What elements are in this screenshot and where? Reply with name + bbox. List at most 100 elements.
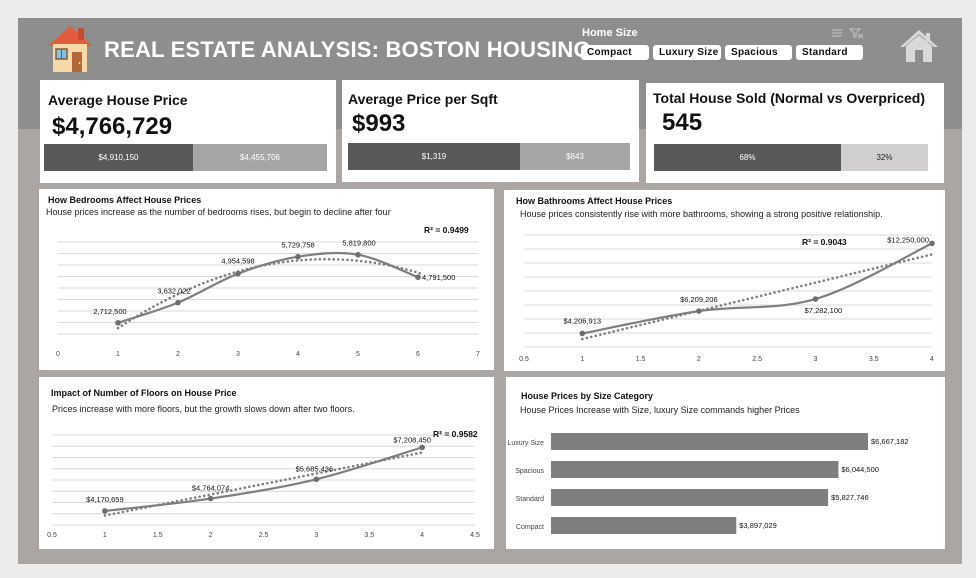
kpi-value: $4,766,729 xyxy=(52,113,173,140)
data-label: $4,206,913 xyxy=(564,316,602,325)
data-label: $6,044,500 xyxy=(841,465,879,474)
chart-bedrooms-svg: 0 1 2 3 4 5 6 7 2,712,500 3,632,022 4,954,598 5,729… xyxy=(56,225,480,358)
bar xyxy=(551,517,737,534)
data-label: 2,712,500 xyxy=(93,307,126,316)
x-tick-label: 0 xyxy=(56,351,60,358)
category-label: Compact xyxy=(516,524,544,531)
bar xyxy=(551,461,839,478)
data-label: $4,170,659 xyxy=(86,495,124,504)
x-tick-label: 1 xyxy=(103,532,107,539)
chart-title: How Bedrooms Affect House Prices xyxy=(48,195,202,205)
slicer-option-luxury-size[interactable]: Luxury Size xyxy=(653,45,721,60)
chart-subtitle: Prices increase with more floors, but th… xyxy=(52,404,355,414)
chart-title: House Prices by Size Category xyxy=(521,391,654,401)
kpi-title: Average House Price xyxy=(48,92,188,108)
chart-subtitle: House Prices Increase with Size, luxury … xyxy=(520,405,800,415)
x-tick-label: 4 xyxy=(420,532,424,539)
kpi-split-bar: 68% 32% xyxy=(654,144,928,171)
x-tick-label: 1.5 xyxy=(636,356,646,363)
category-label: Standard xyxy=(516,496,545,503)
kpi-value: 545 xyxy=(662,109,703,136)
page-title: REAL ESTATE ANALYSIS: BOSTON HOUSING xyxy=(104,37,591,62)
x-tick-label: 5 xyxy=(356,351,360,358)
data-label: 3,632,022 xyxy=(157,287,190,296)
slicer-option-compact[interactable]: Compact xyxy=(581,45,649,60)
data-point xyxy=(812,296,819,302)
series-line xyxy=(582,242,933,335)
x-tick-label: 1 xyxy=(580,356,584,363)
data-label: $12,250,000 xyxy=(887,235,929,244)
x-tick-label: 3.5 xyxy=(364,532,374,539)
kpi-value: $993 xyxy=(352,110,406,137)
chart-title: How Bathrooms Affect House Prices xyxy=(516,196,673,206)
kpi-bar-segment-overpriced: $843 xyxy=(520,143,630,170)
trendline xyxy=(580,253,934,341)
kpi-split-bar: $1,319 $843 xyxy=(348,143,630,170)
x-tick-label: 1 xyxy=(116,351,120,358)
chart-panel-bedrooms: How Bedrooms Affect House Prices House p… xyxy=(39,189,494,370)
r-squared-label: R² = 0.9582 xyxy=(433,429,478,439)
data-point xyxy=(102,508,108,514)
bar xyxy=(551,489,829,506)
x-tick-label: 2 xyxy=(209,532,213,539)
kpi-title: Total House Sold (Normal vs Overpriced) xyxy=(653,90,926,106)
data-label: $4,764,074 xyxy=(192,484,230,493)
series-line xyxy=(117,251,419,324)
chart-panel-size-category: House Prices by Size Category House Pric… xyxy=(506,377,945,549)
data-point xyxy=(207,495,214,502)
x-tick-label: 4 xyxy=(296,351,300,358)
kpi-card-average-house-price: Average House Price $4,766,729 $4,910,15… xyxy=(40,80,336,183)
data-label: 4,791,500 xyxy=(422,273,455,282)
data-label: $7,282,100 xyxy=(805,306,843,315)
kpi-bar-segment-overpriced: $4,455,706 xyxy=(193,144,327,171)
x-tick-label: 2.5 xyxy=(752,356,762,363)
chart-subtitle: House prices increase as the number of b… xyxy=(46,207,391,217)
data-point xyxy=(235,270,241,277)
slicer-option-spacious[interactable]: Spacious xyxy=(725,45,792,60)
x-tick-label: 0.5 xyxy=(47,532,57,539)
data-point xyxy=(415,274,421,281)
x-tick-label: 3 xyxy=(813,356,817,363)
category-label: Spacious xyxy=(515,468,544,475)
x-tick-label: 4.5 xyxy=(470,532,480,539)
data-point xyxy=(579,330,586,337)
data-point xyxy=(115,319,121,326)
data-label: $7,208,450 xyxy=(393,435,431,444)
kpi-bar-segment-normal: $1,319 xyxy=(348,143,520,170)
chart-floors-svg: 0.5 1 1.5 2 2.5 3 3.5 4 4.5 $4,170,659 $4,764,074 $… xyxy=(47,429,480,539)
data-point xyxy=(295,253,301,260)
house-logo-icon xyxy=(48,26,92,72)
chart-panel-floors: Impact of Number of Floors on House Pric… xyxy=(39,377,494,549)
kpi-title: Average Price per Sqft xyxy=(348,91,498,107)
chart-size-category-svg: Luxury Size $6,667,182 Spacious $6,044,500 S… xyxy=(507,433,909,534)
x-tick-label: 3 xyxy=(314,532,318,539)
chart-panel-bathrooms: How Bathrooms Affect House Prices House … xyxy=(504,190,945,371)
kpi-card-average-price-per-sqft: Average Price per Sqft $993 $1,319 $843 xyxy=(342,80,639,182)
data-point xyxy=(419,444,425,451)
r-squared-label: R² = 0.9499 xyxy=(424,225,469,235)
x-tick-label: 2 xyxy=(697,356,701,363)
category-label: Luxury Size xyxy=(507,440,544,447)
data-label: 5,819,800 xyxy=(342,239,375,248)
r-squared-label: R² = 0.9043 xyxy=(802,237,847,247)
slicer-clear-filter-icon[interactable] xyxy=(830,27,866,39)
data-label: $6,209,206 xyxy=(680,295,718,304)
x-tick-label: 2.5 xyxy=(259,532,269,539)
data-point xyxy=(313,476,320,483)
x-tick-label: 6 xyxy=(416,351,420,358)
x-tick-label: 1.5 xyxy=(153,532,163,539)
data-label: $6,667,182 xyxy=(871,437,909,446)
kpi-bar-segment-normal: 68% xyxy=(654,144,841,171)
data-point xyxy=(355,251,361,258)
chart-bathrooms-svg: 0.5 1 1.5 2 2.5 3 3.5 4 $4,206,913 $6,209,206 $7,2… xyxy=(519,234,935,363)
home-icon[interactable] xyxy=(898,28,940,64)
data-label: 5,729,758 xyxy=(281,241,314,250)
slicer-option-standard[interactable]: Standard xyxy=(796,45,863,60)
data-point xyxy=(929,240,935,247)
x-tick-label: 3.5 xyxy=(869,356,879,363)
series-line xyxy=(104,446,423,513)
data-label: 4,954,598 xyxy=(221,257,254,266)
chart-subtitle: House prices consistently rise with more… xyxy=(520,209,883,219)
data-point xyxy=(175,299,181,306)
kpi-card-total-house-sold: Total House Sold (Normal vs Overpriced) … xyxy=(646,83,944,183)
